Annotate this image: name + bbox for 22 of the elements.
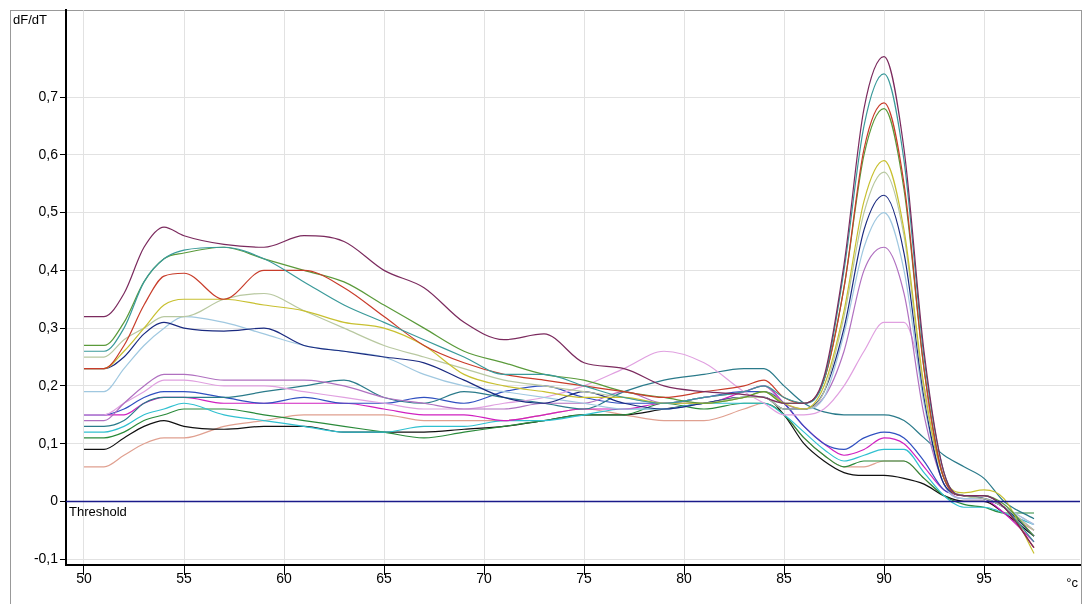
y-tick-label: 0,7 (38, 87, 59, 104)
y-axis-title: dF/dT (13, 12, 48, 28)
y-tick-label: 0,3 (38, 319, 59, 335)
x-tick-label: 70 (476, 570, 492, 587)
x-tick-label: 75 (576, 570, 592, 587)
x-tick-label: 55 (176, 570, 192, 587)
x-tick-label: 60 (276, 570, 292, 587)
ref-line-label: Threshold (69, 503, 127, 519)
y-tick-label: 0,2 (38, 376, 59, 393)
x-tick-label: 90 (876, 570, 892, 587)
y-tick-label: -0,1 (33, 550, 59, 567)
x-tick-label: 50 (76, 570, 92, 587)
x-tick-label: 85 (776, 570, 792, 587)
y-tick-label: 0,5 (38, 203, 59, 220)
x-tick-label: 65 (376, 570, 392, 587)
x-tick-label: 95 (976, 570, 992, 587)
x-axis-title: °c (1066, 575, 1079, 591)
y-tick-label: 0,6 (38, 145, 59, 162)
y-tick-label: 0 (50, 492, 59, 509)
y-tick-label: 0,4 (38, 261, 59, 278)
x-tick-label: 80 (676, 570, 692, 587)
y-tick-label: 0,1 (38, 434, 59, 451)
